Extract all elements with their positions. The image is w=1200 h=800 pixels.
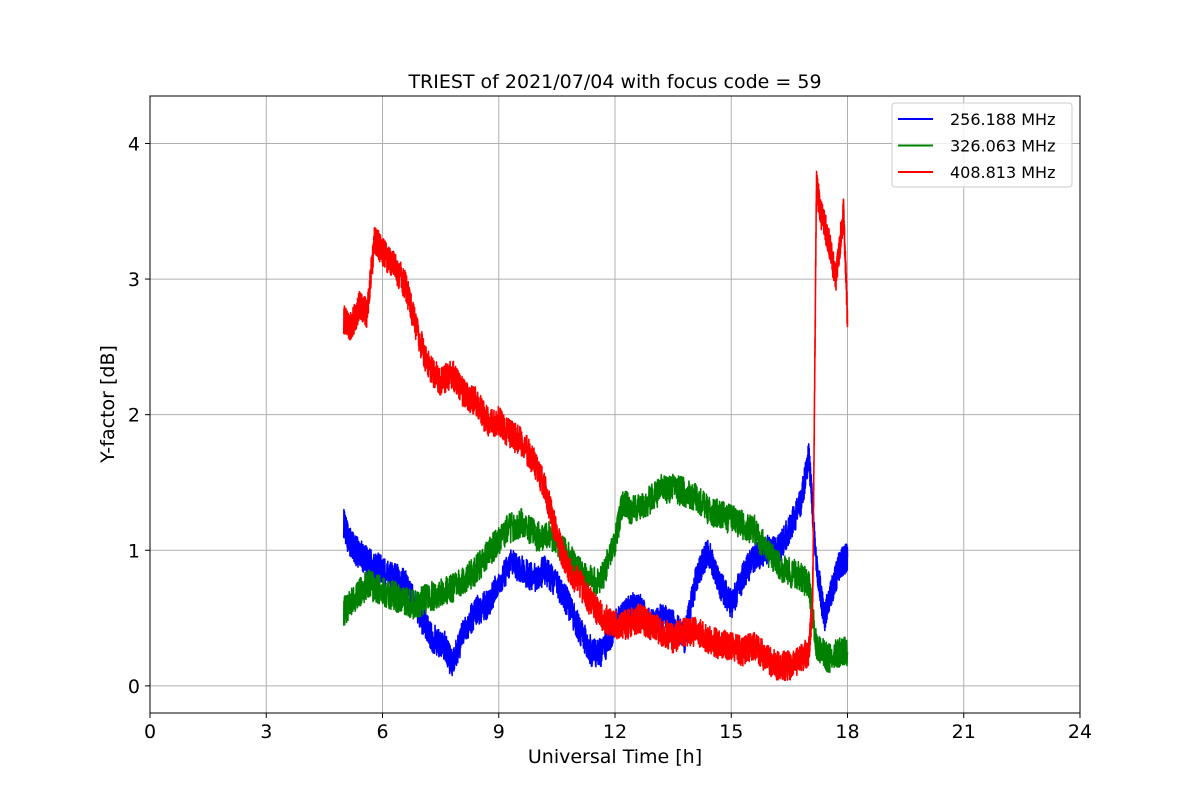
x-axis-ticks: 0 3 6 9 12 15 18 21 24 — [144, 713, 1092, 743]
x-tick-label: 6 — [376, 721, 388, 743]
x-tick-label: 3 — [260, 721, 272, 743]
series-line — [342, 473, 849, 674]
legend-entry: 326.063 MHz — [950, 137, 1055, 156]
x-tick-label: 15 — [719, 721, 743, 743]
chart-title: TRIEST of 2021/07/04 with focus code = 5… — [407, 71, 821, 93]
legend-entry: 408.813 MHz — [950, 163, 1055, 182]
y-axis-ticks: 0 1 2 3 4 — [128, 133, 150, 698]
x-axis-label: Universal Time [h] — [528, 746, 702, 768]
series-line — [342, 170, 849, 682]
y-tick-label: 0 — [128, 676, 140, 698]
y-axis-label: Y-factor [dB] — [97, 345, 119, 464]
y-tick-label: 4 — [128, 133, 140, 155]
x-tick-label: 21 — [952, 721, 976, 743]
x-tick-label: 9 — [493, 721, 505, 743]
x-tick-label: 0 — [144, 721, 156, 743]
x-tick-label: 24 — [1068, 721, 1092, 743]
x-tick-label: 18 — [835, 721, 859, 743]
y-tick-label: 1 — [128, 540, 140, 562]
series-layer — [342, 170, 849, 682]
y-tick-label: 3 — [128, 269, 140, 291]
x-tick-label: 12 — [603, 721, 627, 743]
y-tick-label: 2 — [128, 405, 140, 427]
legend-entry: 256.188 MHz — [950, 110, 1055, 129]
legend: 256.188 MHz 326.063 MHz 408.813 MHz — [891, 102, 1073, 188]
legend-box — [891, 102, 1073, 188]
